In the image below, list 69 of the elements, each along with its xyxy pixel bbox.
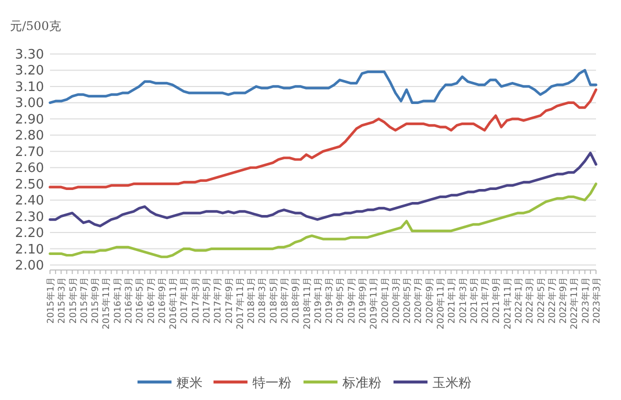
x-tick-label: 2017年7月 [212,277,224,324]
x-tick-label: 2022年5月 [536,277,547,324]
x-tick-label: 2021年5月 [468,277,480,324]
x-tick-label: 2016年11月 [168,277,180,330]
legend-label: 标准粉 [342,376,382,391]
x-tick-label: 2021年3月 [458,277,469,324]
x-tick-label: 2018年1月 [246,277,258,324]
x-tick-label: 2020年11月 [436,277,446,330]
x-tick-label: 2019年9月 [358,277,368,324]
x-tick-label: 2019年11月 [368,277,380,330]
x-tick-label: 2017年5月 [202,277,212,324]
x-tick-label: 2015年7月 [78,277,90,324]
y-tick-label: 2.90 [15,112,44,128]
x-tick-label: 2022年11月 [569,277,580,330]
y-tick-label: 2.80 [15,128,44,144]
x-tick-label: 2020年3月 [390,277,402,324]
y-tick-label: 2.00 [15,258,44,274]
x-tick-label: 2019年3月 [324,277,336,324]
x-tick-label: 2016年9月 [156,277,168,324]
x-tick-label: 2020年5月 [402,277,414,324]
x-tick-label: 2015年3月 [56,277,68,324]
x-tick-label: 2018年11月 [302,277,313,330]
x-tick-label: 2018年5月 [268,277,280,324]
x-tick-label: 2017年1月 [179,277,190,324]
x-tick-label: 2018年3月 [257,277,268,324]
x-tick-label: 2017年11月 [234,277,246,330]
y-axis-title: 元/500克 [10,19,61,33]
x-tick-label: 2019年5月 [335,277,346,324]
x-tick-label: 2021年7月 [480,277,492,324]
y-tick-label: 3.00 [15,96,44,112]
x-tick-label: 2017年3月 [190,277,202,324]
legend-label: 玉米粉 [432,376,472,391]
x-tick-label: 2020年7月 [413,277,424,324]
x-tick-label: 2017年9月 [224,277,235,324]
x-tick-label: 2021年1月 [446,277,458,324]
x-tick-label: 2020年1月 [380,277,391,324]
legend-label: 粳米 [176,376,202,391]
y-tick-label: 2.60 [15,161,44,176]
x-tick-label: 2015年1月 [46,277,56,324]
x-tick-label: 2015年9月 [90,277,102,324]
x-tick-label: 2023年3月 [592,277,602,324]
y-tick-label: 2.70 [15,144,44,160]
x-tick-label: 2016年5月 [134,277,146,324]
x-tick-label: 2016年1月 [112,277,124,324]
x-tick-label: 2020年9月 [424,277,436,324]
x-tick-label: 2022年9月 [558,277,570,324]
x-tick-label: 2023年1月 [580,277,592,324]
x-tick-label: 2016年7月 [146,277,157,324]
y-tick-label: 2.30 [15,210,44,225]
x-tick-label: 2016年3月 [124,277,134,324]
x-tick-label: 2021年9月 [491,277,502,324]
y-tick-label: 3.30 [15,48,44,62]
x-tick-label: 2019年7月 [346,277,358,324]
y-tick-label: 3.10 [15,80,44,95]
legend-label: 特一粉 [252,376,292,391]
y-tick-label: 2.40 [15,194,44,209]
x-tick-label: 2021年11月 [502,277,514,330]
y-tick-label: 3.20 [15,64,44,79]
x-tick-label: 2018年9月 [290,277,302,324]
y-tick-label: 2.20 [15,226,44,242]
y-tick-label: 2.50 [15,177,44,192]
x-tick-label: 2022年7月 [546,277,558,324]
y-tick-label: 2.10 [15,242,44,258]
x-tick-label: 2019年1月 [312,277,324,324]
x-tick-label: 2015年5月 [68,277,79,324]
x-tick-label: 2022年3月 [524,277,536,324]
x-tick-label: 2022年1月 [514,277,524,324]
x-tick-label: 2015年11月 [101,277,112,330]
x-tick-label: 2018年7月 [280,277,290,324]
